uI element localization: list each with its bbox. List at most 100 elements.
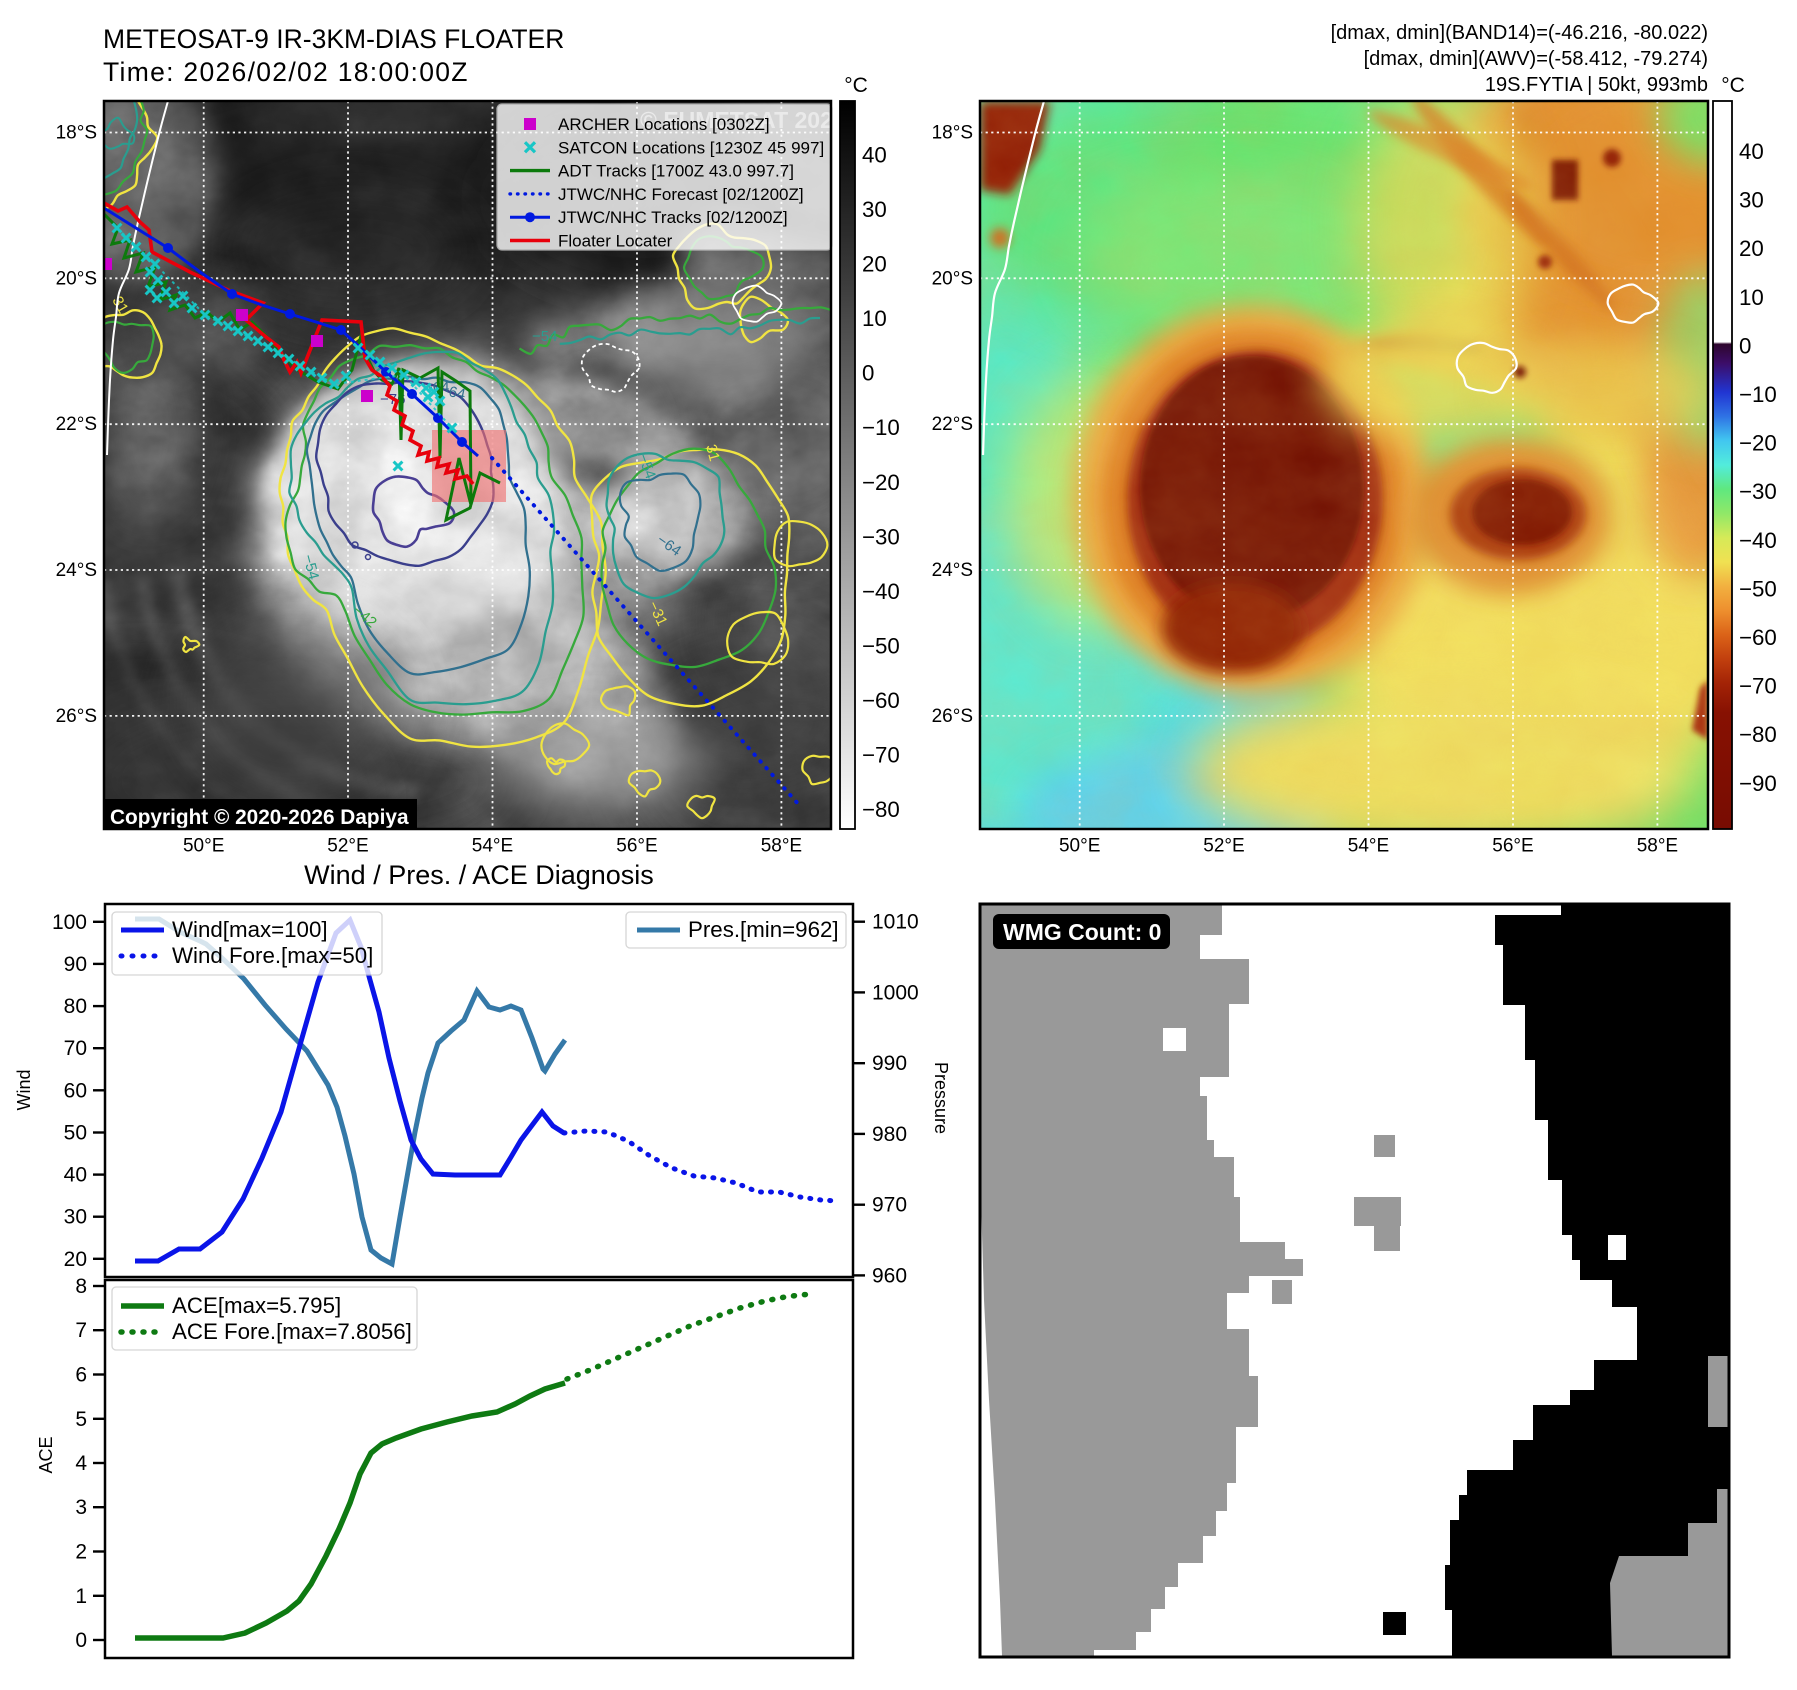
svg-text:70: 70 bbox=[64, 1037, 87, 1060]
svg-text:−20: −20 bbox=[1739, 431, 1777, 456]
svg-text:58°E: 58°E bbox=[1637, 836, 1678, 857]
svg-text:−54: −54 bbox=[299, 553, 322, 582]
svg-text:990: 990 bbox=[872, 1052, 907, 1075]
svg-text:100: 100 bbox=[52, 911, 87, 934]
svg-text:−40: −40 bbox=[862, 579, 900, 604]
svg-text:Pres.[min=962]: Pres.[min=962] bbox=[688, 917, 839, 942]
svg-text:24°S: 24°S bbox=[56, 560, 97, 581]
svg-text:20°S: 20°S bbox=[56, 268, 97, 289]
svg-text:19S.FYTIA | 50kt, 993mb: 19S.FYTIA | 50kt, 993mb bbox=[1485, 74, 1708, 96]
svg-text:JTWC/NHC Forecast [02/1200Z]: JTWC/NHC Forecast [02/1200Z] bbox=[558, 185, 804, 204]
svg-text:80: 80 bbox=[64, 995, 87, 1018]
svg-text:10: 10 bbox=[862, 306, 887, 331]
svg-text:970: 970 bbox=[872, 1194, 907, 1217]
svg-text:40: 40 bbox=[862, 143, 887, 168]
svg-text:−30: −30 bbox=[862, 524, 900, 549]
svg-text:5: 5 bbox=[75, 1408, 87, 1431]
svg-text:−70: −70 bbox=[1739, 674, 1777, 699]
svg-text:METEOSAT-9 IR-3KM-DIAS FLOATER: METEOSAT-9 IR-3KM-DIAS FLOATER bbox=[103, 24, 564, 54]
svg-text:0: 0 bbox=[1739, 333, 1751, 358]
svg-text:3: 3 bbox=[75, 1496, 87, 1519]
svg-text:20: 20 bbox=[1739, 236, 1764, 261]
svg-text:980: 980 bbox=[872, 1123, 907, 1146]
svg-text:1: 1 bbox=[75, 1585, 87, 1608]
svg-text:Floater Locater: Floater Locater bbox=[558, 232, 673, 251]
svg-text:52°E: 52°E bbox=[1203, 836, 1244, 857]
svg-text:−54: −54 bbox=[532, 328, 557, 345]
svg-text:−80: −80 bbox=[1739, 722, 1777, 747]
svg-text:−50: −50 bbox=[1739, 576, 1777, 601]
svg-text:22°S: 22°S bbox=[932, 414, 973, 435]
svg-text:10: 10 bbox=[1739, 285, 1764, 310]
svg-text:0: 0 bbox=[862, 361, 874, 386]
svg-text:64: 64 bbox=[447, 383, 467, 403]
svg-text:60: 60 bbox=[64, 1079, 87, 1102]
svg-text:26°S: 26°S bbox=[932, 706, 973, 727]
svg-text:40: 40 bbox=[1739, 139, 1764, 164]
svg-text:−50: −50 bbox=[862, 634, 900, 659]
svg-text:ACE: ACE bbox=[36, 1436, 56, 1473]
svg-text:30: 30 bbox=[862, 197, 887, 222]
svg-text:−40: −40 bbox=[1739, 528, 1777, 553]
svg-text:52°E: 52°E bbox=[327, 836, 368, 857]
svg-text:ACE[max=5.795]: ACE[max=5.795] bbox=[172, 1293, 341, 1318]
svg-text:Wind: Wind bbox=[14, 1069, 34, 1110]
svg-text:30: 30 bbox=[64, 1206, 87, 1229]
svg-text:20: 20 bbox=[64, 1248, 87, 1271]
svg-text:960: 960 bbox=[872, 1264, 907, 1287]
svg-text:WMG Count: 0: WMG Count: 0 bbox=[1003, 919, 1161, 945]
svg-text:Time: 2026/02/02 18:00:00Z: Time: 2026/02/02 18:00:00Z bbox=[103, 57, 469, 87]
svg-text:6: 6 bbox=[75, 1364, 87, 1387]
svg-text:7: 7 bbox=[75, 1319, 87, 1342]
svg-text:50°E: 50°E bbox=[183, 836, 224, 857]
svg-text:90: 90 bbox=[64, 953, 87, 976]
svg-text:−70: −70 bbox=[862, 743, 900, 768]
svg-text:Pressure: Pressure bbox=[931, 1062, 951, 1134]
svg-text:54°E: 54°E bbox=[472, 836, 513, 857]
svg-text:40: 40 bbox=[64, 1164, 87, 1187]
svg-text:4: 4 bbox=[75, 1452, 87, 1475]
svg-text:SATCON Locations [1230Z 45 997: SATCON Locations [1230Z 45 997] bbox=[558, 138, 824, 157]
svg-text:56°E: 56°E bbox=[1492, 836, 1533, 857]
svg-text:24°S: 24°S bbox=[932, 560, 973, 581]
svg-text:−60: −60 bbox=[862, 688, 900, 713]
svg-text:°C: °C bbox=[844, 74, 868, 97]
svg-text:18°S: 18°S bbox=[932, 123, 973, 144]
svg-text:31: 31 bbox=[109, 294, 132, 317]
svg-text:−90: −90 bbox=[1739, 771, 1777, 796]
svg-text:−80: −80 bbox=[862, 797, 900, 822]
svg-text:ADT Tracks [1700Z 43.0 997.7]: ADT Tracks [1700Z 43.0 997.7] bbox=[558, 162, 794, 181]
svg-text:8: 8 bbox=[75, 1275, 87, 1298]
svg-text:31: 31 bbox=[702, 443, 723, 464]
svg-text:26°S: 26°S bbox=[56, 706, 97, 727]
svg-text:58°E: 58°E bbox=[761, 836, 802, 857]
svg-text:−20: −20 bbox=[862, 470, 900, 495]
svg-text:50: 50 bbox=[64, 1122, 87, 1145]
svg-text:20: 20 bbox=[862, 252, 887, 277]
svg-text:−60: −60 bbox=[1739, 625, 1777, 650]
svg-text:−10: −10 bbox=[862, 415, 900, 440]
svg-text:20°S: 20°S bbox=[932, 268, 973, 289]
svg-text:Wind Fore.[max=50]: Wind Fore.[max=50] bbox=[172, 943, 373, 968]
svg-text:ARCHER Locations [0302Z]: ARCHER Locations [0302Z] bbox=[558, 115, 770, 134]
svg-text:1000: 1000 bbox=[872, 981, 919, 1004]
svg-text:54°E: 54°E bbox=[1348, 836, 1389, 857]
svg-text:°C: °C bbox=[1721, 74, 1745, 97]
svg-text:Wind / Pres. / ACE Diagnosis: Wind / Pres. / ACE Diagnosis bbox=[304, 860, 654, 890]
svg-text:2: 2 bbox=[75, 1541, 87, 1564]
svg-text:[dmax, dmin](BAND14)=(-46.216,: [dmax, dmin](BAND14)=(-46.216, -80.022) bbox=[1331, 22, 1708, 44]
svg-text:56°E: 56°E bbox=[616, 836, 657, 857]
svg-text:−10: −10 bbox=[1739, 382, 1777, 407]
svg-text:[dmax, dmin](AWV)=(-58.412, -7: [dmax, dmin](AWV)=(-58.412, -79.274) bbox=[1364, 48, 1708, 70]
svg-text:ACE Fore.[max=7.8056]: ACE Fore.[max=7.8056] bbox=[172, 1319, 412, 1344]
svg-text:22°S: 22°S bbox=[56, 414, 97, 435]
svg-text:1010: 1010 bbox=[872, 911, 919, 934]
svg-text:0: 0 bbox=[75, 1629, 87, 1652]
svg-text:Copyright © 2020-2026 Dapiya: Copyright © 2020-2026 Dapiya bbox=[110, 806, 409, 829]
svg-text:JTWC/NHC Tracks [02/1200Z]: JTWC/NHC Tracks [02/1200Z] bbox=[558, 208, 788, 227]
svg-text:Wind[max=100]: Wind[max=100] bbox=[172, 917, 328, 942]
svg-text:−30: −30 bbox=[1739, 479, 1777, 504]
svg-text:18°S: 18°S bbox=[56, 123, 97, 144]
svg-text:50°E: 50°E bbox=[1059, 836, 1100, 857]
svg-text:30: 30 bbox=[1739, 188, 1764, 213]
